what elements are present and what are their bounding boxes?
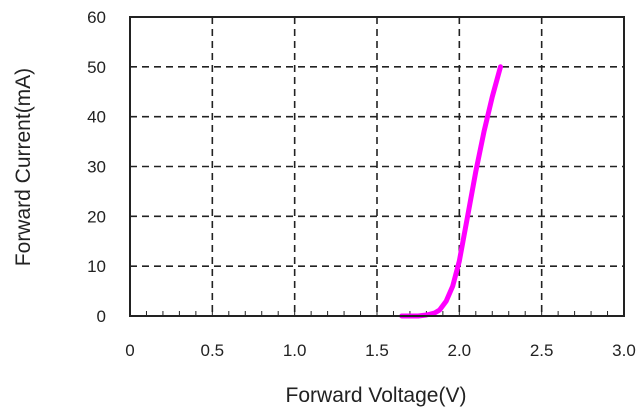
x-tick-label: 3.0: [612, 341, 636, 360]
x-tick-label: 1.5: [365, 341, 389, 360]
x-tick-labels: 0 0.5 1.0 1.5 2.0 2.5 3.0: [125, 341, 636, 360]
y-tick-label: 20: [87, 207, 106, 226]
x-tick-label: 2.0: [448, 341, 472, 360]
x-tick-label: 1.0: [283, 341, 307, 360]
y-tick-label: 60: [87, 8, 106, 27]
y-tick-label: 10: [87, 257, 106, 276]
plot-area-frame: [129, 16, 625, 317]
series-layer: [399, 64, 503, 319]
y-tick-label: 50: [87, 58, 106, 77]
x-tick-label: 2.5: [530, 341, 554, 360]
x-axis-title: Forward Voltage(V): [286, 384, 467, 407]
iv-curve-line: [399, 64, 503, 319]
y-tick-label: 40: [87, 108, 106, 127]
y-tick-label: 0: [97, 307, 106, 326]
y-tick-label: 30: [87, 158, 106, 177]
x-tick-label: 0: [125, 341, 134, 360]
x-tick-label: 0.5: [201, 341, 225, 360]
y-axis-title: Forward Current(mA): [12, 68, 35, 266]
grid-lines: [130, 17, 624, 316]
y-tick-labels: 0 10 20 30 40 50 60: [87, 8, 106, 326]
